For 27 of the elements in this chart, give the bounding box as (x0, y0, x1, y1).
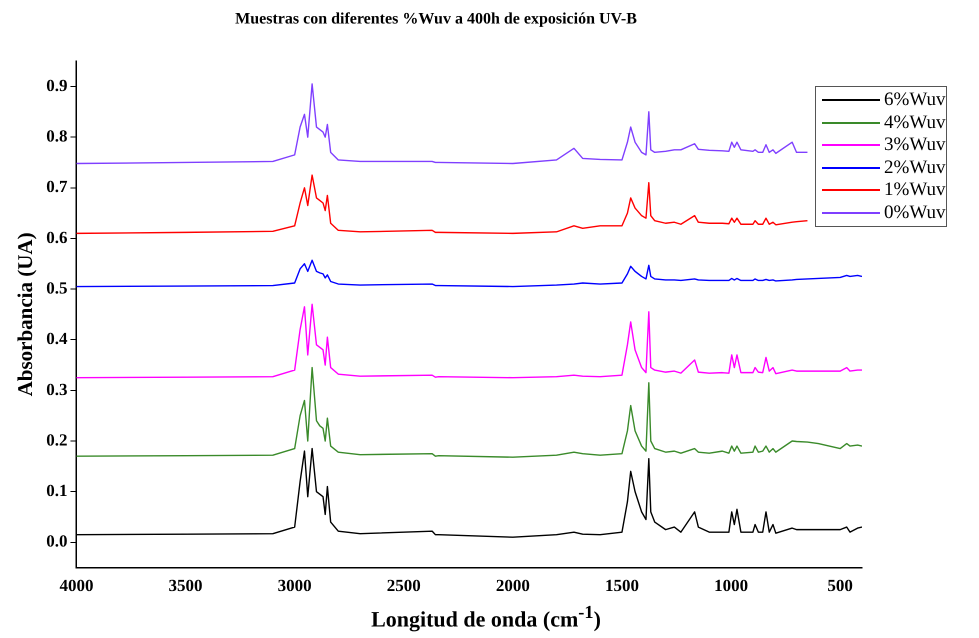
legend-label: 6%Wuv (884, 89, 946, 112)
y-tick-label: 0.4 (46, 329, 68, 348)
y-tick-label: 0.9 (46, 76, 68, 95)
x-axis-title: Longitud de onda (cm$^{-1}$) (370, 602, 602, 632)
x-tick-label: 3000 (278, 576, 312, 596)
x-tick-label: 1500 (604, 576, 639, 596)
legend-label: 1%Wuv (884, 179, 946, 202)
y-tick-label: 0.6 (46, 228, 68, 247)
x-tick-label: 2000 (496, 576, 530, 596)
y-tick-label: 0.5 (46, 278, 68, 298)
legend-label: 2%Wuv (884, 156, 946, 179)
y-tick-label: 0.0 (46, 532, 68, 551)
y-axis-title: Absorbancia (UA) (13, 232, 38, 396)
y-tick-label: 0.1 (46, 481, 68, 500)
x-tick-label: 1000 (714, 576, 748, 596)
legend-label: 3%Wuv (884, 134, 946, 156)
x-tick-label: 500 (827, 576, 853, 596)
x-tick-label: 2500 (386, 576, 421, 596)
legend-label: 4%Wuv (884, 112, 946, 134)
y-tick-label: 0.3 (46, 380, 68, 399)
chart-title: Muestras con diferentes %Wuv a 400h de exposición UV-B (235, 10, 638, 28)
x-tick-label: 4000 (59, 576, 94, 596)
x-tick-label: 3500 (168, 576, 203, 596)
legend-label: 0%Wuv (884, 202, 946, 224)
y-tick-label: 0.7 (46, 177, 68, 196)
y-tick-label: 0.8 (46, 126, 68, 146)
y-tick-label: 0.2 (46, 430, 68, 450)
